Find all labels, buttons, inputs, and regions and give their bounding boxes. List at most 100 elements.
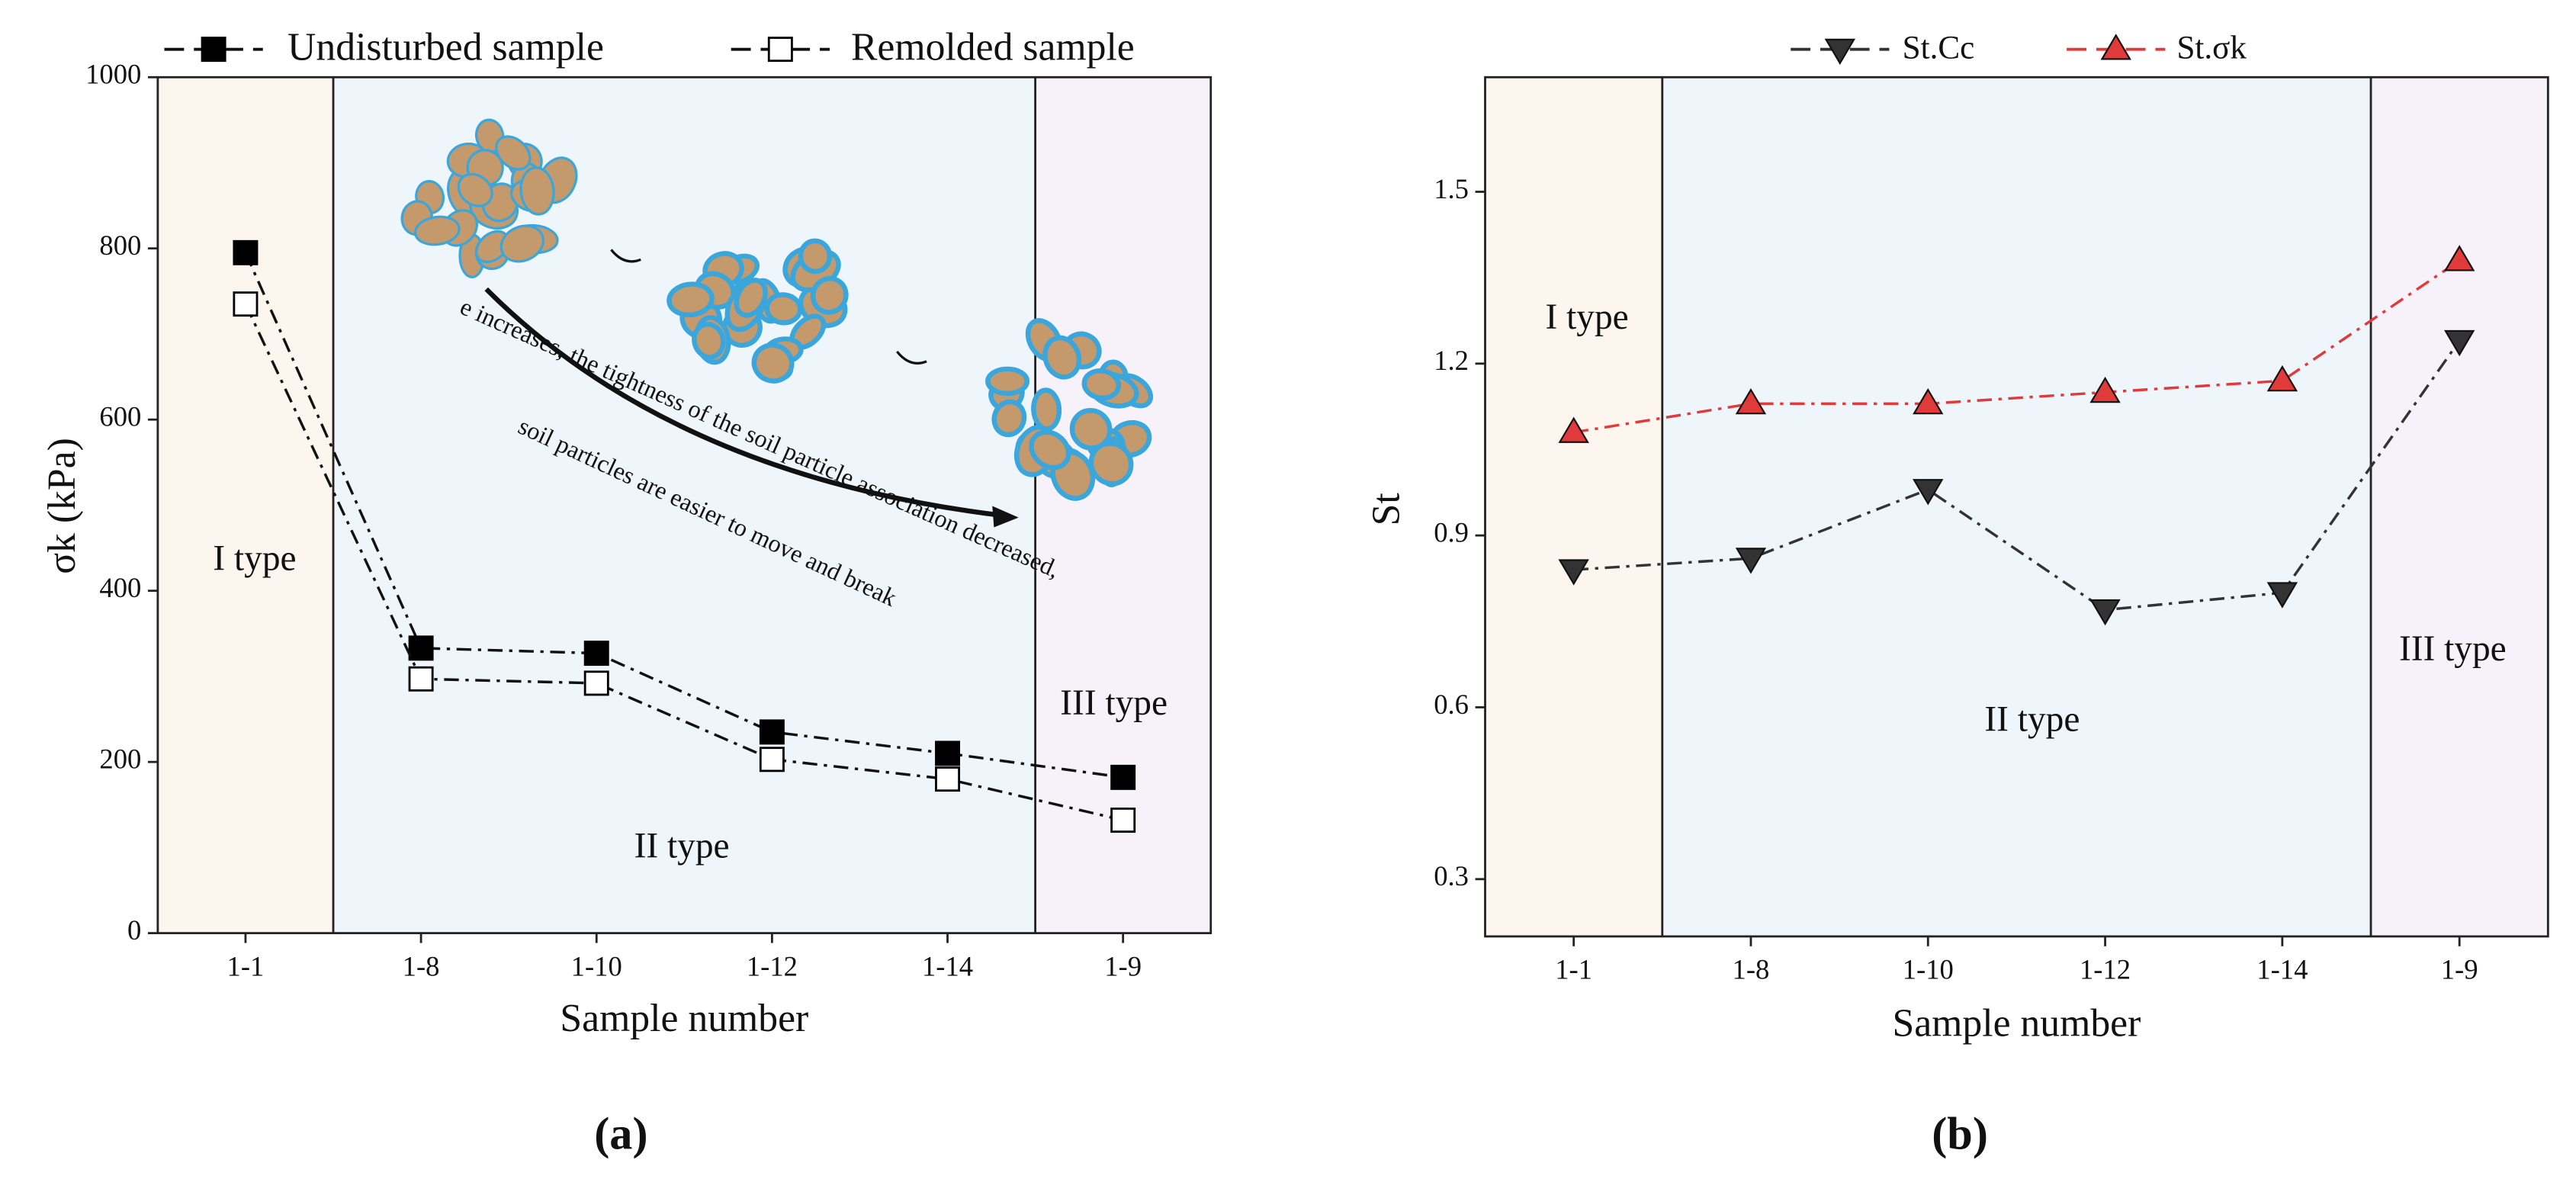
soil-particle <box>734 278 768 318</box>
legend-label: Undisturbed sample <box>287 26 604 69</box>
annotation: II type <box>1984 700 2080 740</box>
marker <box>759 747 785 773</box>
marker <box>935 740 961 766</box>
soil-particle <box>1042 335 1082 380</box>
series-line <box>244 303 1124 822</box>
soil-particle <box>751 342 795 384</box>
x-tick-label: 1-12 <box>747 950 798 981</box>
y-tick-label: 400 <box>99 572 141 603</box>
region-background <box>1035 77 1211 933</box>
arrow-small <box>610 249 641 263</box>
marker <box>2100 34 2131 60</box>
region-background <box>1485 77 1662 936</box>
plot-frame <box>1484 75 2549 938</box>
soil-particle <box>1029 429 1071 471</box>
series-line <box>1573 259 2461 434</box>
y-tick-label: 1.2 <box>1434 345 1469 376</box>
soil-particle <box>810 275 849 315</box>
marker <box>759 719 785 745</box>
y-tick-label: 0.9 <box>1434 517 1469 548</box>
plot-frame <box>156 75 1213 935</box>
marker <box>1558 416 1589 443</box>
y-tick-label: 0.6 <box>1434 689 1469 720</box>
annotation: I type <box>213 539 296 579</box>
marker <box>1110 807 1136 833</box>
legend-label: St.Cc <box>1903 31 1975 66</box>
soil-particle <box>985 366 1030 397</box>
soil-particle <box>413 215 461 246</box>
x-axis-title: Sample number <box>1892 1001 2141 1045</box>
x-tick-label: 1-10 <box>571 950 622 981</box>
trend-arrow-head <box>992 506 1019 528</box>
soil-particle <box>495 135 532 171</box>
marker <box>1735 387 1767 415</box>
y-tick-label: 800 <box>99 230 141 261</box>
x-tick-label: 1-14 <box>922 950 973 981</box>
x-tick-label: 1-8 <box>403 950 440 981</box>
y-tick-label: 1.5 <box>1434 173 1469 204</box>
marker <box>1558 559 1589 586</box>
marker <box>1110 764 1136 790</box>
marker <box>2089 376 2121 403</box>
marker <box>1735 548 1767 574</box>
x-tick-label: 1-10 <box>1903 954 1954 985</box>
y-axis-title: St <box>1364 493 1408 526</box>
x-tick-label: 1-12 <box>2080 954 2131 985</box>
marker <box>2443 329 2475 357</box>
soil-particle <box>457 172 493 207</box>
annotation: II type <box>634 827 730 866</box>
x-tick-label: 1-9 <box>1104 950 1142 981</box>
series-line <box>244 252 1123 779</box>
marker <box>1913 387 1944 415</box>
x-axis-title: Sample number <box>560 997 808 1040</box>
y-tick-label: 0.3 <box>1434 860 1469 891</box>
y-tick-label: 600 <box>99 401 141 432</box>
trend-arrow <box>484 287 1006 519</box>
marker <box>767 37 793 63</box>
soil-particle <box>499 224 544 263</box>
region-background <box>1662 77 2372 936</box>
x-tick-label: 1-1 <box>1555 954 1592 985</box>
y-tick-label: 1000 <box>85 59 141 90</box>
legend-label: Remolded sample <box>851 26 1135 69</box>
marker <box>408 635 434 661</box>
marker <box>2266 365 2298 392</box>
arrow-small <box>896 350 927 365</box>
marker <box>1824 38 1856 66</box>
annotation: III type <box>1060 683 1168 723</box>
x-tick-label: 1-1 <box>227 950 265 981</box>
soil-particle <box>1031 387 1062 432</box>
marker <box>583 641 609 667</box>
soil-particle <box>1069 408 1113 451</box>
marker <box>201 37 226 63</box>
x-tick-label: 1-9 <box>2441 954 2478 985</box>
marker <box>2443 245 2475 271</box>
soil-particle <box>692 322 726 360</box>
soil-particle <box>798 238 833 275</box>
legend-label: St.σk <box>2176 31 2247 66</box>
marker <box>408 666 434 692</box>
y-axis-title: σk (kPa) <box>40 438 84 574</box>
annotation: I type <box>1545 297 1628 337</box>
marker <box>583 670 609 696</box>
annotation: III type <box>2399 629 2507 669</box>
marker <box>1913 479 1944 506</box>
soil-particle <box>764 292 803 326</box>
series-line <box>1573 339 2461 612</box>
y-tick-label: 200 <box>99 744 141 775</box>
marker <box>2089 599 2121 626</box>
x-tick-label: 1-14 <box>2256 954 2308 985</box>
y-tick-label: 0 <box>127 914 141 946</box>
marker <box>233 291 259 317</box>
soil-particle <box>519 166 555 216</box>
region-background <box>2371 77 2549 936</box>
soil-particle <box>666 281 715 318</box>
marker <box>935 766 961 792</box>
region-background <box>157 77 334 933</box>
soil-particle <box>991 399 1027 438</box>
x-tick-label: 1-8 <box>1733 954 1770 985</box>
marker <box>2266 582 2298 609</box>
panel-label: (b) <box>1932 1109 1988 1160</box>
